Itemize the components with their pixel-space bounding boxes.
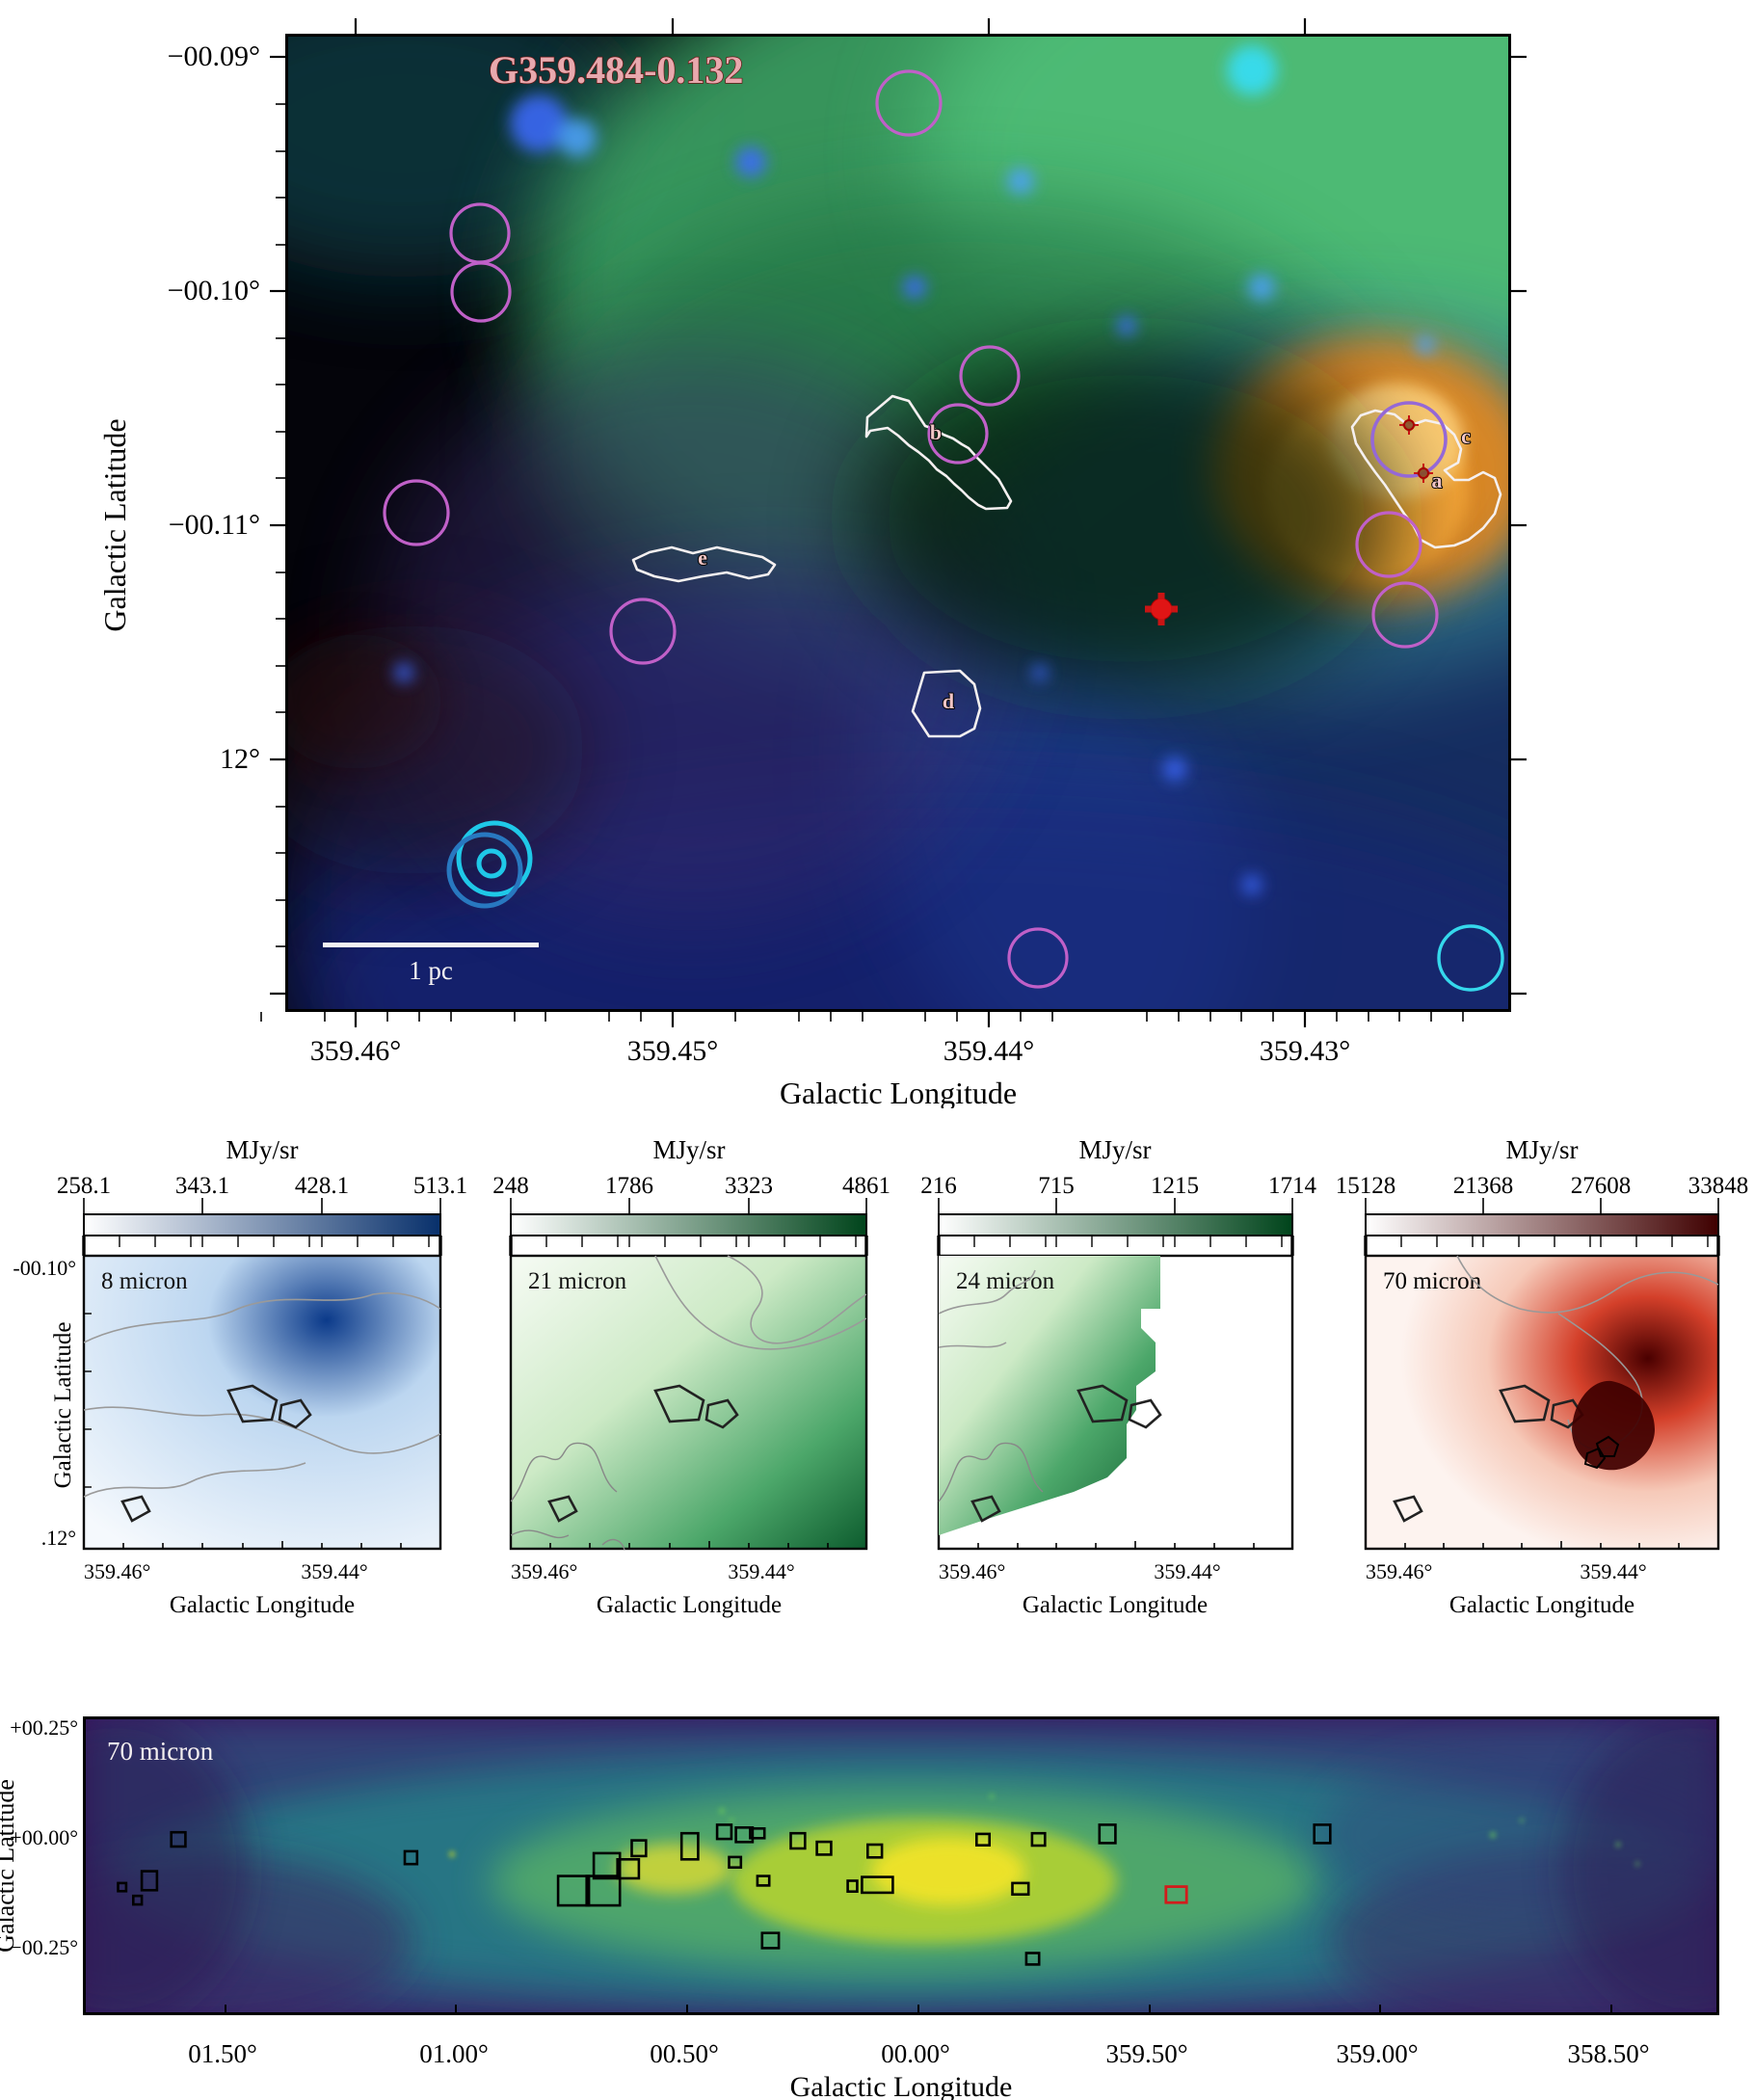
- svg-text:8 micron: 8 micron: [101, 1268, 188, 1294]
- svg-text:MJy/sr: MJy/sr: [1078, 1135, 1151, 1164]
- svg-text:27608: 27608: [1571, 1173, 1632, 1199]
- svg-text:1786: 1786: [605, 1173, 653, 1199]
- svg-text:Galactic Latitude: Galactic Latitude: [50, 1322, 76, 1489]
- svg-text:359.46°: 359.46°: [939, 1559, 1005, 1583]
- svg-text:428.1: 428.1: [295, 1173, 349, 1199]
- svg-text:Galactic Longitude: Galactic Longitude: [597, 1592, 782, 1618]
- svg-text:1714: 1714: [1268, 1173, 1317, 1199]
- svg-text:359.44°: 359.44°: [1154, 1559, 1220, 1583]
- svg-text:359.46°: 359.46°: [84, 1559, 150, 1583]
- svg-text:Galactic Longitude: Galactic Longitude: [170, 1592, 355, 1618]
- svg-text:MJy/sr: MJy/sr: [652, 1135, 725, 1164]
- svg-text:Galactic Longitude: Galactic Longitude: [1449, 1592, 1634, 1618]
- svg-text:258.1: 258.1: [57, 1173, 111, 1199]
- svg-text:MJy/sr: MJy/sr: [1505, 1135, 1578, 1164]
- svg-text:359.44°: 359.44°: [301, 1559, 367, 1583]
- svg-text:4861: 4861: [842, 1173, 890, 1199]
- svg-text:1215: 1215: [1151, 1173, 1199, 1199]
- svg-text:3323: 3323: [725, 1173, 773, 1199]
- svg-text:Galactic Longitude: Galactic Longitude: [1023, 1592, 1208, 1618]
- svg-text:359.44°: 359.44°: [728, 1559, 794, 1583]
- svg-text:15128: 15128: [1336, 1173, 1396, 1199]
- svg-text:-00.10°: -00.10°: [13, 1256, 76, 1280]
- svg-text:216: 216: [920, 1173, 957, 1199]
- svg-text:24 micron: 24 micron: [956, 1268, 1055, 1294]
- svg-text:359.46°: 359.46°: [1366, 1559, 1432, 1583]
- svg-text:.12°: .12°: [41, 1526, 76, 1550]
- svg-text:359.46°: 359.46°: [511, 1559, 577, 1583]
- svg-text:21 micron: 21 micron: [528, 1268, 627, 1294]
- svg-text:21368: 21368: [1453, 1173, 1514, 1199]
- svg-text:MJy/sr: MJy/sr: [226, 1135, 298, 1164]
- svg-text:715: 715: [1038, 1173, 1075, 1199]
- svg-text:343.1: 343.1: [175, 1173, 229, 1199]
- svg-text:248: 248: [492, 1173, 529, 1199]
- svg-text:33848: 33848: [1688, 1173, 1749, 1199]
- svg-text:513.1: 513.1: [413, 1173, 467, 1199]
- svg-text:359.44°: 359.44°: [1580, 1559, 1646, 1583]
